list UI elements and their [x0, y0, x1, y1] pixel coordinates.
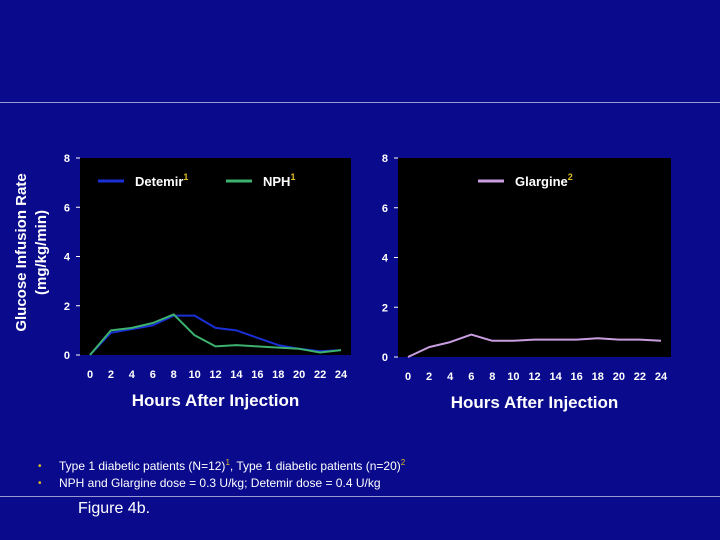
- x-tick-label: 20: [293, 369, 305, 381]
- x-tick-label: 2: [426, 371, 432, 383]
- plot-area: [80, 158, 351, 355]
- y-tick-label: 0: [64, 350, 70, 362]
- footnote-patients-sup1: 1: [225, 458, 230, 467]
- x-tick-label: 14: [230, 369, 243, 381]
- footnote-patients-a: Type 1 diabetic patients (N=12): [59, 459, 226, 473]
- footnote-patients-b: , Type 1 diabetic patients (n=20): [229, 459, 401, 473]
- bullet-icon: •: [38, 461, 42, 472]
- legend-sup: 2: [568, 172, 573, 182]
- y-tick-label: 6: [382, 203, 388, 215]
- legend-label-glargine: Glargine2: [515, 172, 573, 189]
- x-tick-label: 18: [272, 369, 284, 381]
- x-tick-label: 16: [251, 369, 263, 381]
- x-tick-label: 18: [592, 371, 604, 383]
- bullet-icon: •: [38, 478, 42, 489]
- footnote-dose-text: NPH and Glargine dose = 0.3 U/kg; Detemi…: [59, 476, 381, 490]
- y-axis-label: Glucose Infusion Rate: [13, 173, 30, 331]
- x-tick-label: 8: [171, 369, 177, 381]
- footnote-patients: • Type 1 diabetic patients (N=12)1, Type…: [38, 458, 698, 475]
- x-tick-label: 12: [528, 371, 540, 383]
- y-axis-label-units: (mg/kg/min): [33, 210, 50, 295]
- x-tick-label: 14: [549, 371, 562, 383]
- series-line-glargine: [407, 333, 662, 358]
- x-tick-label: 24: [655, 371, 668, 383]
- x-tick-label: 24: [335, 369, 348, 381]
- x-tick-label: 16: [571, 371, 583, 383]
- footnotes: • Type 1 diabetic patients (N=12)1, Type…: [38, 458, 698, 492]
- x-tick-label: 0: [87, 369, 93, 381]
- top-divider: [0, 102, 720, 103]
- y-tick-label: 2: [64, 301, 70, 313]
- x-tick-label: 8: [489, 371, 495, 383]
- y-tick-label: 4: [64, 252, 71, 264]
- y-tick-label: 2: [382, 302, 388, 314]
- plot-area: [398, 158, 671, 357]
- x-tick-label: 4: [129, 369, 136, 381]
- x-tick-label: 6: [468, 371, 474, 383]
- x-tick-label: 10: [188, 369, 200, 381]
- x-tick-label: 12: [209, 369, 221, 381]
- x-tick-label: 0: [405, 371, 411, 383]
- bottom-divider: [0, 496, 720, 497]
- x-axis-label: Hours After Injection: [132, 391, 300, 410]
- figure-label: Figure 4b.: [78, 500, 151, 517]
- legend-label-detemir: Detemir1: [135, 172, 188, 189]
- x-tick-label: 22: [314, 369, 326, 381]
- series-line-nph: [89, 313, 342, 356]
- x-tick-label: 4: [447, 371, 454, 383]
- legend-sup: 1: [290, 172, 295, 182]
- y-tick-label: 0: [382, 352, 388, 364]
- footnote-dose: • NPH and Glargine dose = 0.3 U/kg; Dete…: [38, 475, 698, 492]
- x-tick-label: 10: [507, 371, 519, 383]
- legend-label-nph: NPH1: [263, 172, 295, 189]
- x-tick-label: 20: [613, 371, 625, 383]
- x-tick-label: 2: [108, 369, 114, 381]
- y-tick-label: 4: [382, 253, 389, 265]
- legend-sup: 1: [183, 172, 188, 182]
- y-tick-label: 8: [64, 153, 70, 165]
- x-tick-label: 22: [634, 371, 646, 383]
- x-axis-label: Hours After Injection: [451, 393, 619, 412]
- y-tick-label: 6: [64, 202, 70, 214]
- x-tick-label: 6: [150, 369, 156, 381]
- footnote-patients-sup2: 2: [400, 458, 406, 467]
- y-tick-label: 8: [382, 153, 388, 165]
